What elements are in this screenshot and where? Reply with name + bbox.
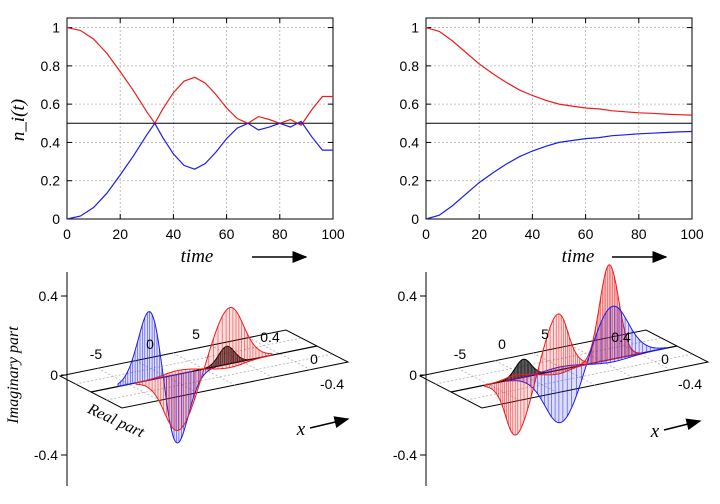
x-tick-label: 60 (578, 226, 594, 242)
x-axis-label: x (296, 419, 306, 440)
y-tick-label: 0.6 (400, 96, 420, 112)
x-tick-label: 60 (219, 226, 235, 242)
x-tick-label: 5 (541, 326, 549, 342)
z-tick-label: 0.4 (39, 288, 59, 304)
y-tick-label: 0.8 (41, 58, 61, 74)
y-tick-label: 0.8 (400, 58, 420, 74)
x-tick-label: 80 (631, 226, 647, 242)
y-axis-label: n_i(t) (8, 99, 29, 141)
x-tick-label: 0 (146, 336, 154, 352)
plane-grid-line (75, 337, 302, 385)
z-tick-label: 0.4 (398, 288, 418, 304)
x-tick-label: -5 (90, 346, 103, 362)
x-tick-label: 0 (63, 226, 71, 242)
y-tick-label: 0 (661, 351, 669, 367)
grid-lines (425, 18, 693, 220)
plane-grid-line (466, 353, 693, 401)
series-blue-line (425, 130, 693, 220)
plot-frame (66, 17, 334, 220)
plane-grid-line (435, 337, 662, 385)
x-axis-label: time (562, 246, 595, 267)
red-wave-surface (484, 313, 588, 436)
series-red-line (425, 27, 693, 116)
series-blue-line (66, 120, 333, 220)
y-tick-label: 0.4 (41, 134, 61, 150)
surface-bottom-right: 0.4 0 -0.4 -5 0 5 0.4 0 -0.4 x (393, 264, 710, 486)
x-tick-label: 0 (498, 336, 506, 352)
x-tick-label: 100 (680, 226, 704, 242)
z-tick-label: -0.4 (393, 447, 417, 463)
x-tick-labels: 0 20 40 60 80 100 (63, 226, 345, 242)
y-tick-label: 0.6 (41, 96, 61, 112)
x-tick-label: 80 (272, 226, 288, 242)
y-tick-label: 0.4 (400, 134, 420, 150)
chart-top-right: 0 20 40 60 80 100 0 0.2 0.4 0.6 0.8 1 ti… (400, 17, 704, 267)
z-axis-label: Imaginary part (5, 326, 22, 425)
y-tick-label: 0.4 (611, 329, 631, 345)
x-tick-label: 100 (321, 226, 345, 242)
plot-frame (425, 17, 693, 220)
x-tick-label: 40 (525, 226, 541, 242)
x-axis-arrow (663, 418, 702, 431)
chart-top-left: 0 20 40 60 80 100 0 0.2 0.4 0.6 0.8 1 ti… (8, 17, 345, 267)
series-red-line (66, 27, 333, 126)
grid-lines (66, 18, 334, 220)
y-axis-label: Real part (84, 400, 147, 441)
y-tick-label: 0 (52, 211, 60, 227)
x-tick-label: 0 (422, 226, 430, 242)
z-tick-label: -0.4 (34, 447, 58, 463)
x-tick-label: 5 (192, 326, 200, 342)
x-axis-label: time (181, 246, 214, 267)
x-tick-label: -5 (454, 346, 467, 362)
surface-bottom-left: 0.4 0 -0.4 Imaginary part -5 0 5 0.4 0 -… (5, 272, 350, 486)
y-tick-label: 0.2 (400, 173, 420, 189)
y-tick-label: 0 (310, 351, 318, 367)
red-wave-surface (135, 306, 273, 432)
y-tick-label: 0.4 (260, 329, 280, 345)
x-tick-label: 40 (166, 226, 182, 242)
y-tick-label: 0 (411, 211, 419, 227)
y-tick-label: -0.4 (320, 376, 344, 392)
x-tick-label: 20 (471, 226, 487, 242)
y-tick-labels: 0 0.2 0.4 0.6 0.8 1 (400, 20, 420, 227)
y-tick-labels: 0 0.2 0.4 0.6 0.8 1 (41, 20, 61, 227)
plane-grid-line (106, 353, 333, 401)
x-axis-arrow (309, 416, 350, 429)
z-tick-label: 0 (409, 367, 417, 383)
y-tick-label: 1 (52, 20, 60, 36)
y-tick-label: 0.2 (41, 173, 61, 189)
y-tick-label: -0.4 (678, 376, 702, 392)
z-tick-label: 0 (50, 367, 58, 383)
x-tick-label: 20 (112, 226, 128, 242)
x-tick-labels: 0 20 40 60 80 100 (422, 226, 704, 242)
y-tick-label: 1 (411, 20, 419, 36)
x-axis-label: x (650, 421, 660, 442)
